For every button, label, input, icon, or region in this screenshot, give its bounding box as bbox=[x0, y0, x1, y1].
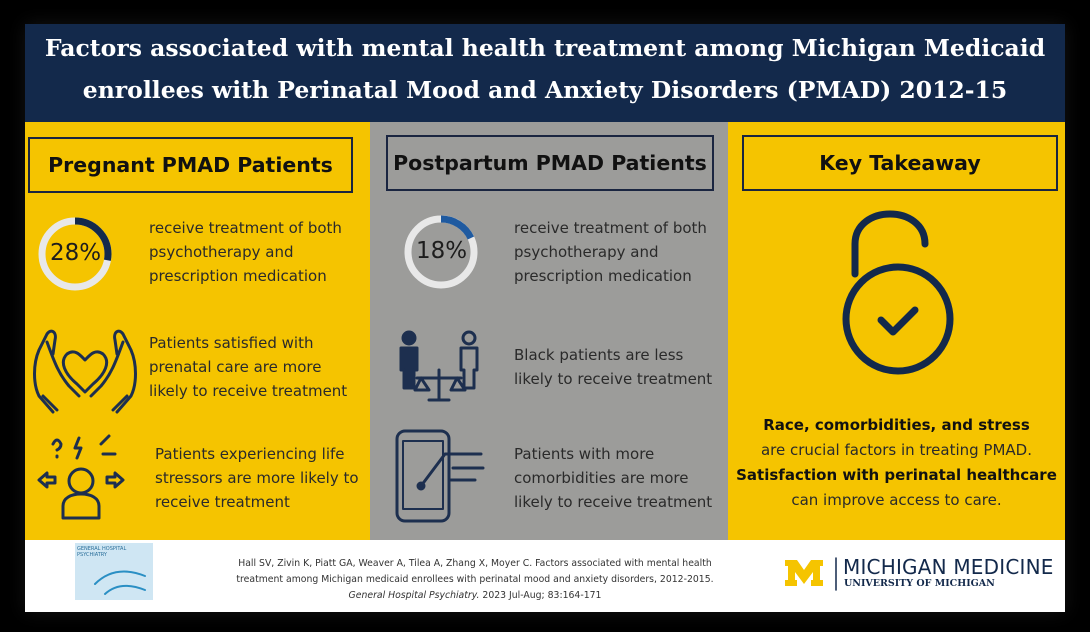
item-text: Patients experiencing life stressors are… bbox=[155, 445, 359, 511]
citation-line: Hall SV, Zivin K, Piatt GA, Weaver A, Ti… bbox=[238, 558, 712, 569]
citation-issue: 2023 Jul-Aug; 83:164-171 bbox=[482, 590, 602, 601]
stress-icon bbox=[37, 434, 125, 520]
title-line: Factors associated with mental health tr… bbox=[44, 34, 1046, 62]
ring-arc bbox=[404, 215, 478, 289]
column-heading: Pregnant PMAD Patients bbox=[28, 137, 353, 193]
journal-logo-text: GENERAL HOSPITAL PSYCHIATRY bbox=[77, 546, 127, 558]
ring-gauges bbox=[38, 215, 478, 291]
column-panel bbox=[370, 122, 728, 540]
citation-line: treatment among Michigan medicaid enroll… bbox=[236, 574, 714, 585]
column-heading: Postpartum PMAD Patients bbox=[386, 135, 714, 191]
takeaway-line: can improve access to care. bbox=[791, 491, 1002, 509]
takeaway-line: are crucial factors in treating PMAD. bbox=[760, 441, 1032, 459]
column-heading: Key Takeaway bbox=[742, 135, 1058, 191]
brand-name: MICHIGAN MEDICINE bbox=[843, 555, 1054, 579]
brand-subtitle: UNIVERSITY OF MICHIGAN bbox=[844, 578, 995, 589]
item-text: Patients satisfied with prenatal care ar… bbox=[149, 334, 348, 400]
phone-icon bbox=[395, 429, 485, 523]
takeaway-line: Race, comorbidities, and stress bbox=[763, 416, 1030, 434]
scale-icon bbox=[399, 330, 479, 402]
graphics bbox=[33, 210, 954, 600]
stat-label: 18% bbox=[416, 238, 468, 264]
ring-arc bbox=[38, 217, 112, 291]
footer-band bbox=[25, 540, 1065, 612]
title-line: enrollees with Perinatal Mood and Anxiet… bbox=[82, 76, 1008, 104]
block-m-logo bbox=[785, 560, 823, 586]
journal-logo bbox=[75, 543, 153, 600]
takeaway-line: Satisfaction with perinatal healthcare bbox=[736, 466, 1057, 484]
item-text: receive treatment of both psychotherapy … bbox=[149, 219, 342, 285]
journal-logo-art bbox=[94, 570, 146, 595]
title-band bbox=[25, 24, 1065, 122]
lock-icon bbox=[842, 210, 954, 375]
citation-line: General Hospital Psychiatry. 2023 Jul-Au… bbox=[215, 590, 735, 601]
citation-journal: General Hospital Psychiatry. bbox=[348, 590, 480, 601]
item-text: receive treatment of both psychotherapy … bbox=[514, 219, 707, 285]
item-text: Patients with more comorbidities are mor… bbox=[514, 445, 713, 511]
hands-heart-icon bbox=[33, 329, 137, 414]
infographic: Factors associated with mental health tr… bbox=[25, 24, 1065, 612]
stat-label: 28% bbox=[50, 240, 102, 266]
item-text: Black patients are less likely to receiv… bbox=[514, 346, 713, 388]
